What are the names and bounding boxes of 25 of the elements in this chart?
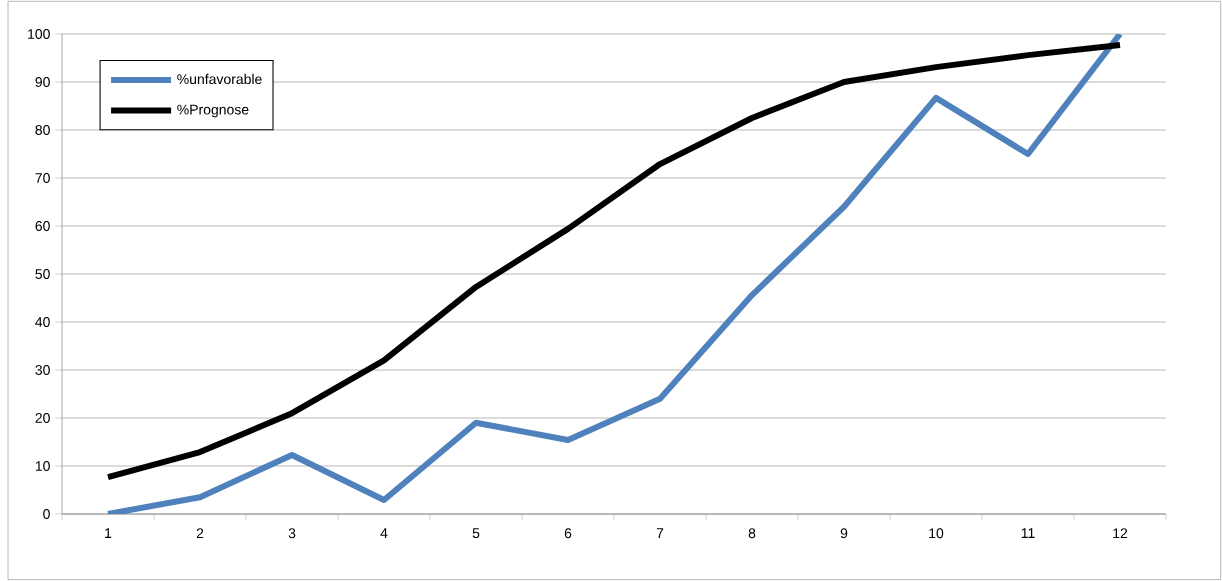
y-tick-label: 60 <box>35 221 50 231</box>
x-tick-label: 5 <box>472 528 480 539</box>
x-tick-label: 4 <box>380 528 388 538</box>
y-tick-label: 100 <box>28 29 50 39</box>
y-tick-label: 70 <box>35 173 50 183</box>
x-tick-label: 2 <box>196 528 204 539</box>
y-tick-label: 30 <box>35 365 50 375</box>
x-tick-label: 12 <box>1113 528 1128 539</box>
x-tick-label: 11 <box>1021 528 1035 538</box>
y-tick-label: 90 <box>35 77 50 87</box>
y-tick-label: 20 <box>35 413 50 423</box>
y-tick-label: 10 <box>35 461 50 471</box>
x-tick-label: 7 <box>656 528 664 538</box>
y-tick-label: 0 <box>43 509 50 519</box>
x-tick-label: 8 <box>748 528 756 539</box>
y-tick-label: 50 <box>35 269 50 279</box>
y-tick-label: 80 <box>35 125 50 135</box>
x-tick-label: 3 <box>288 528 296 539</box>
x-tick-label: 9 <box>840 528 848 539</box>
x-tick-label: 1 <box>105 528 112 538</box>
y-tick-label: 40 <box>35 317 50 327</box>
x-tick-label: 6 <box>564 528 572 539</box>
x-tick-label: 10 <box>929 528 944 539</box>
legend-label: %Prognose <box>177 104 249 118</box>
legend-label: %unfavorable <box>177 73 262 85</box>
